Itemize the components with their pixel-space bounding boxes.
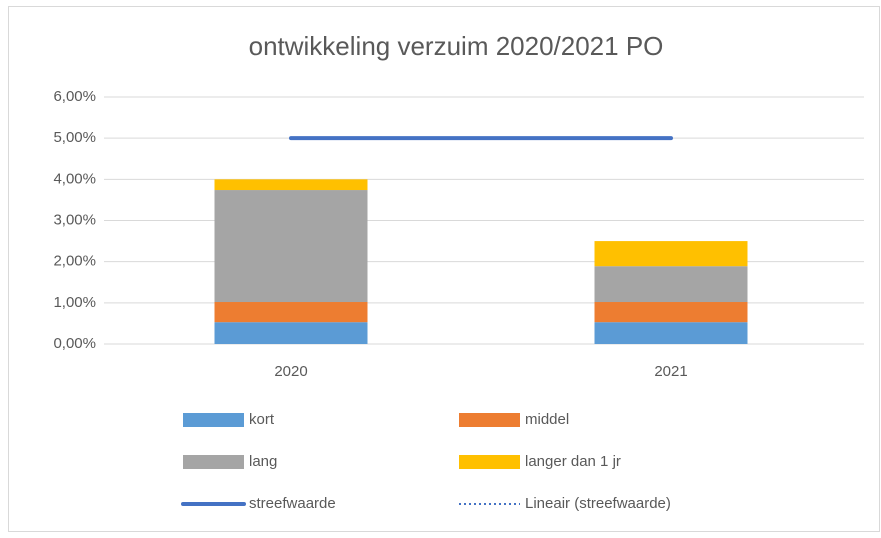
bar-segment bbox=[214, 302, 368, 323]
legend-label: middel bbox=[525, 411, 569, 428]
bar-segment bbox=[214, 190, 368, 303]
legend-label: langer dan 1 jr bbox=[525, 453, 621, 470]
x-tick-label: 2021 bbox=[654, 363, 687, 380]
y-tick-label: 5,00% bbox=[53, 129, 96, 146]
y-tick-label: 6,00% bbox=[53, 88, 96, 105]
chart-border bbox=[8, 6, 880, 532]
x-tick-label: 2020 bbox=[274, 363, 307, 380]
bar-segment bbox=[214, 179, 368, 191]
legend-swatch bbox=[183, 455, 244, 469]
legend-swatch bbox=[183, 413, 244, 427]
legend-label: Lineair (streefwaarde) bbox=[525, 495, 671, 512]
legend-swatch bbox=[459, 455, 520, 469]
bar-segment bbox=[594, 322, 748, 344]
legend-swatch bbox=[459, 413, 520, 427]
legend-label: kort bbox=[249, 411, 275, 428]
y-tick-label: 2,00% bbox=[53, 253, 96, 270]
legend-label: lang bbox=[249, 453, 277, 470]
legend-label: streefwaarde bbox=[249, 495, 336, 512]
y-tick-label: 0,00% bbox=[53, 335, 96, 352]
bar-segment bbox=[594, 266, 748, 303]
chart-title: ontwikkeling verzuim 2020/2021 PO bbox=[249, 31, 664, 61]
bar-segment bbox=[214, 322, 368, 344]
bar-segment bbox=[594, 241, 748, 267]
y-tick-label: 4,00% bbox=[53, 170, 96, 187]
y-tick-label: 1,00% bbox=[53, 294, 96, 311]
y-tick-label: 3,00% bbox=[53, 211, 96, 228]
bar-segment bbox=[594, 302, 748, 323]
